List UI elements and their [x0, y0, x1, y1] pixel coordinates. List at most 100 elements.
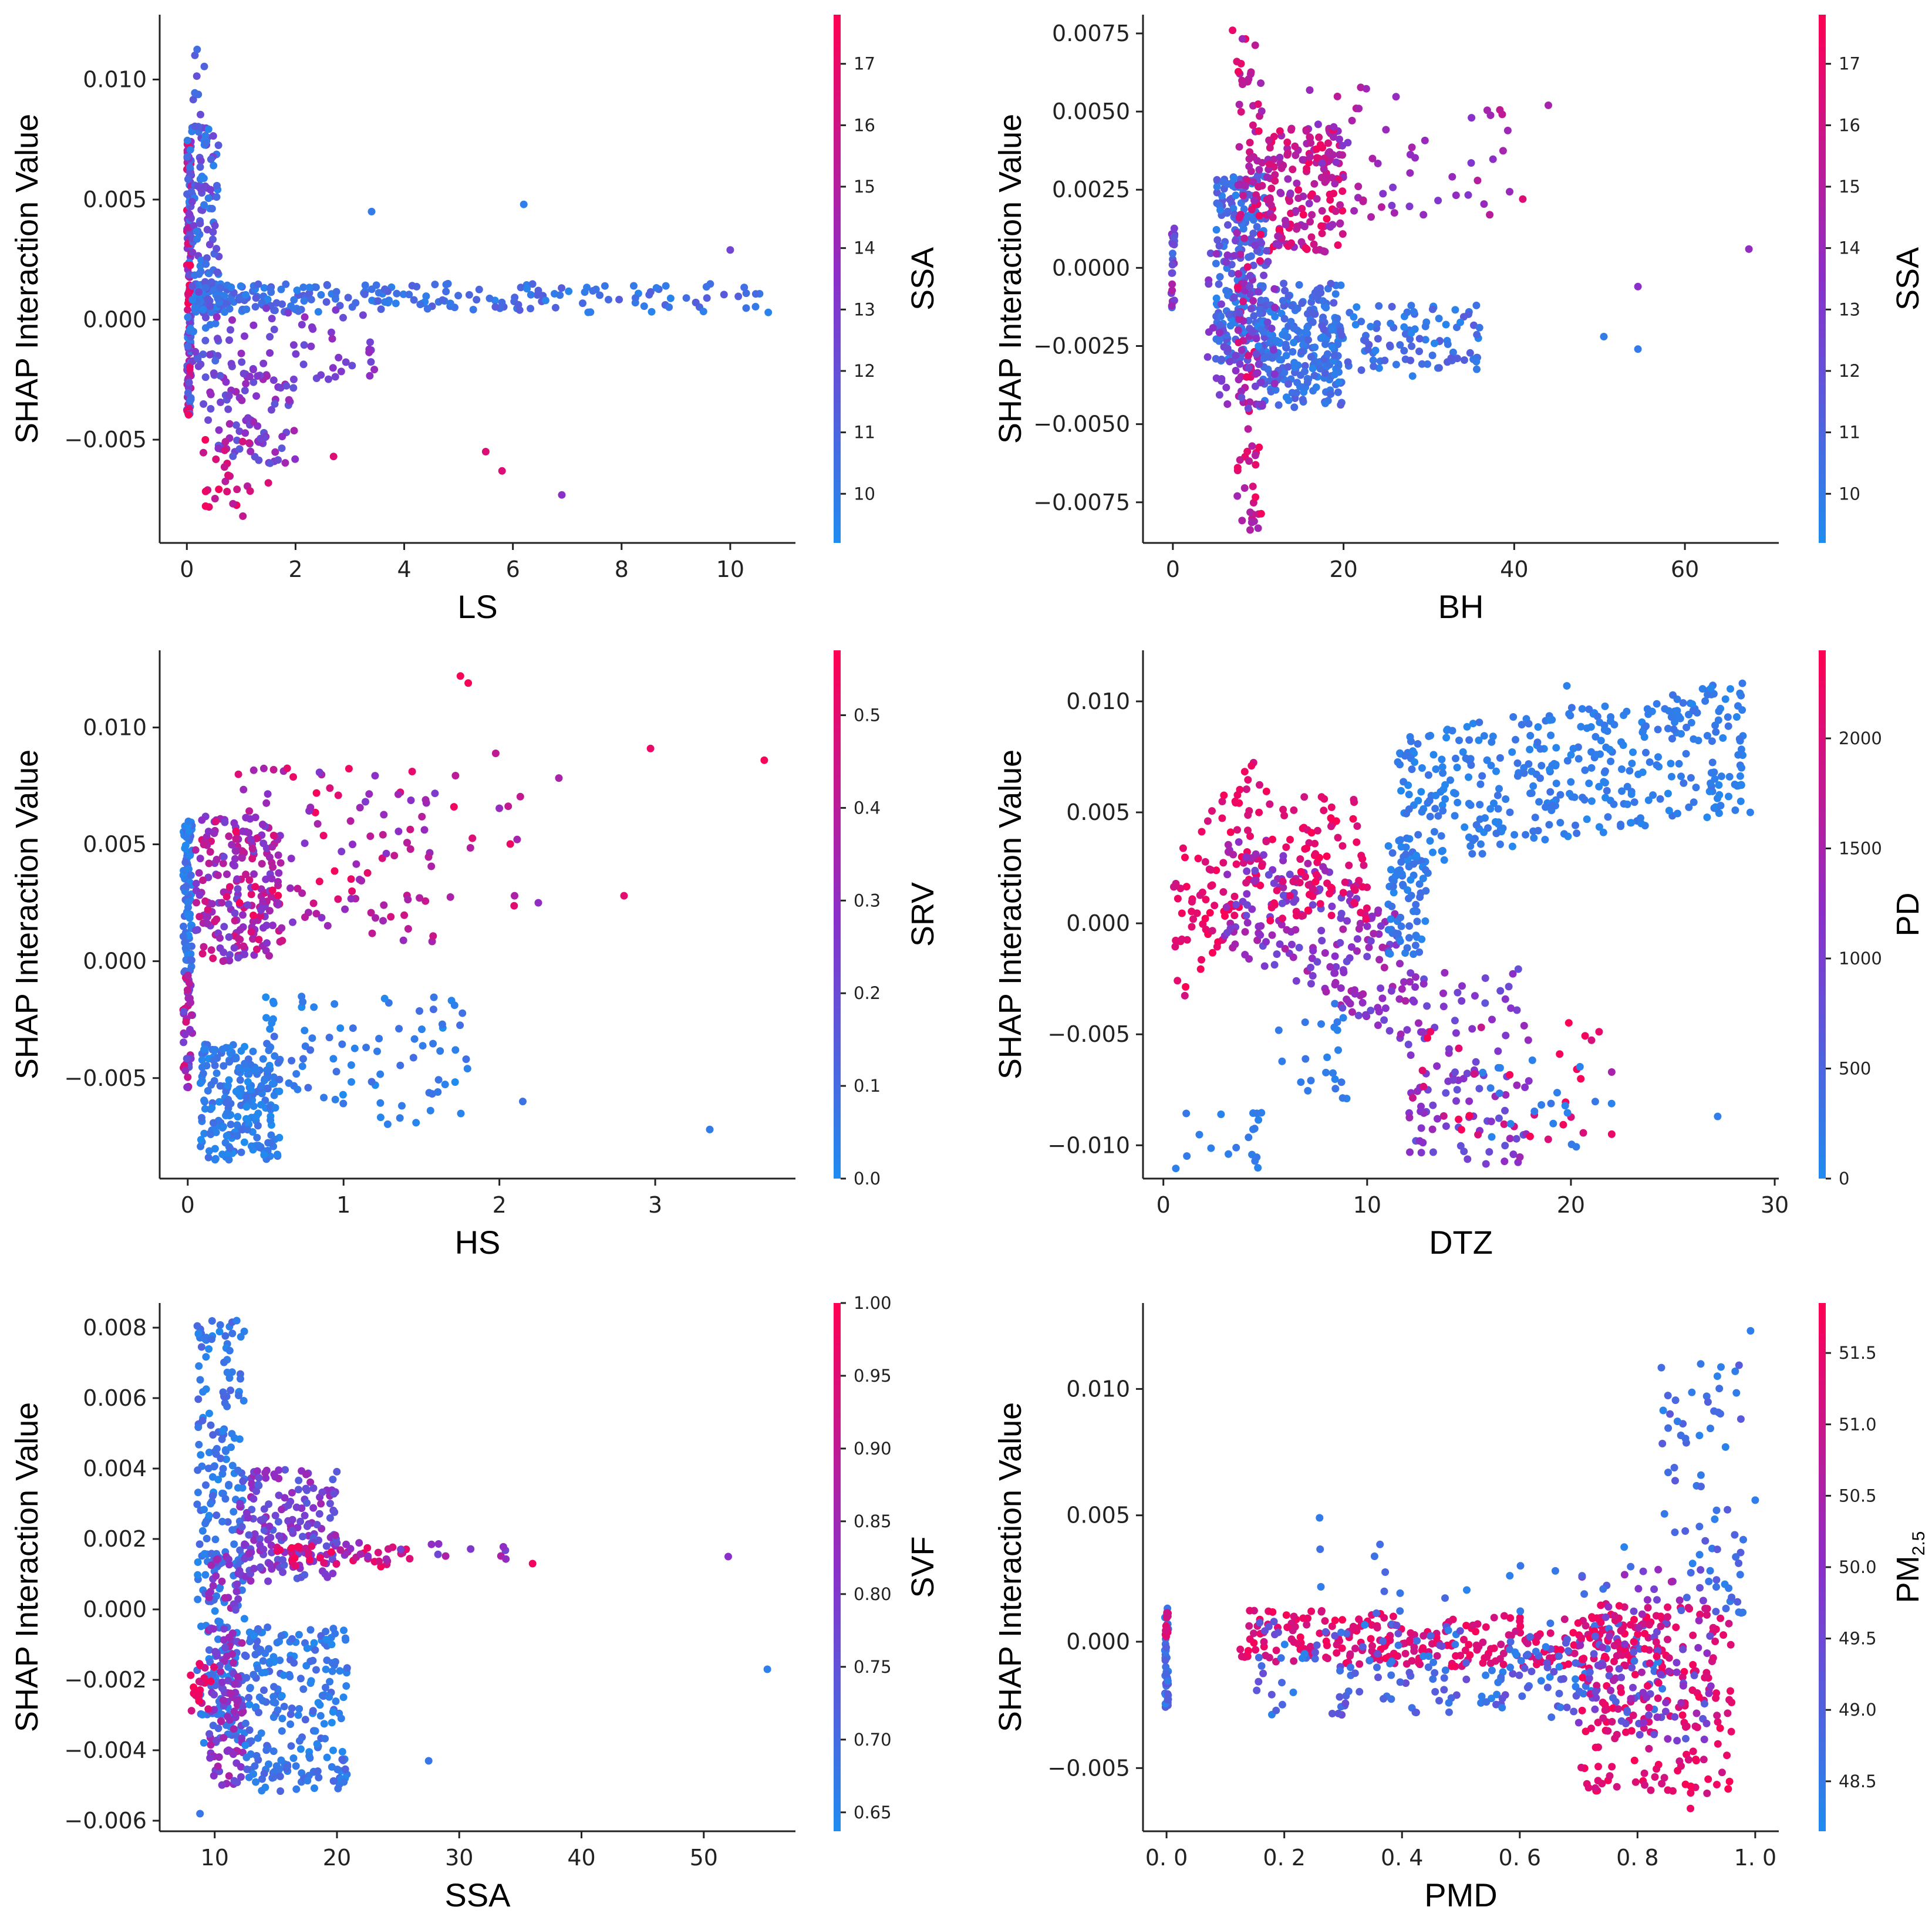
data-point	[1545, 101, 1552, 109]
data-point	[1329, 221, 1337, 229]
data-point	[1244, 776, 1252, 784]
data-point	[325, 1693, 333, 1701]
data-point	[1401, 752, 1409, 760]
data-point	[196, 1376, 204, 1384]
data-point	[221, 477, 230, 485]
data-point	[491, 303, 500, 311]
data-point	[211, 818, 220, 826]
data-point	[1271, 177, 1279, 185]
data-point	[237, 1375, 244, 1383]
data-point	[1642, 722, 1650, 730]
data-point	[267, 288, 275, 296]
data-point	[1318, 937, 1326, 945]
data-point	[1477, 1023, 1485, 1031]
data-point	[306, 1046, 315, 1054]
data-point	[1552, 744, 1560, 752]
data-point	[230, 1540, 238, 1548]
data-point	[1266, 195, 1274, 203]
data-point	[1362, 915, 1370, 923]
data-point	[326, 784, 334, 792]
data-point	[1553, 1089, 1561, 1097]
data-point	[208, 1492, 217, 1500]
data-point	[1397, 913, 1405, 922]
data-point	[312, 910, 321, 918]
data-point	[184, 313, 192, 321]
data-point	[1494, 805, 1502, 813]
data-point	[334, 791, 342, 799]
data-point	[228, 1526, 237, 1534]
data-point	[1617, 738, 1625, 746]
data-point	[199, 350, 207, 359]
data-point	[1309, 318, 1317, 326]
data-point	[1255, 443, 1263, 451]
x-tick-label: 0	[1156, 1192, 1171, 1218]
data-point	[310, 1003, 318, 1011]
data-point	[267, 893, 275, 901]
data-point	[235, 1392, 242, 1399]
colorbar-tick-label: 15	[1839, 177, 1860, 197]
data-point	[1536, 745, 1545, 753]
data-point	[245, 1531, 253, 1539]
data-point	[282, 382, 291, 390]
data-point	[347, 895, 355, 903]
data-point	[1411, 758, 1419, 766]
data-point	[1286, 189, 1294, 197]
data-point	[336, 1667, 344, 1675]
data-point	[1232, 191, 1240, 200]
data-point	[1410, 308, 1418, 316]
data-point	[241, 1741, 249, 1749]
data-point	[225, 1481, 233, 1488]
data-point	[249, 766, 258, 774]
data-point	[268, 1019, 276, 1027]
points-pmd	[1161, 1326, 1759, 1812]
data-point	[1303, 1621, 1311, 1629]
data-point	[184, 1073, 192, 1081]
data-point	[185, 271, 193, 279]
data-point	[1715, 707, 1723, 715]
data-point	[1188, 923, 1196, 931]
data-point	[290, 296, 298, 304]
data-point	[191, 122, 199, 130]
data-point	[1439, 1002, 1448, 1011]
data-point	[281, 1494, 289, 1502]
data-point	[1465, 1097, 1474, 1105]
data-point	[405, 291, 413, 299]
data-point	[205, 1589, 213, 1598]
data-point	[248, 845, 257, 852]
colorbar-tick-label: 0.4	[854, 798, 881, 818]
data-point	[200, 1096, 208, 1105]
data-point	[1441, 968, 1449, 977]
data-point	[1317, 222, 1326, 230]
data-point	[313, 1767, 322, 1776]
data-point	[1583, 724, 1591, 733]
data-point	[1402, 850, 1410, 859]
data-point	[1299, 383, 1307, 391]
data-point	[1469, 355, 1478, 363]
data-point	[320, 1720, 328, 1728]
data-point	[1708, 758, 1717, 767]
data-point	[513, 835, 521, 843]
data-point	[1476, 801, 1484, 809]
data-point	[1307, 829, 1316, 837]
data-point	[1212, 259, 1220, 268]
data-point	[1610, 800, 1618, 808]
data-point	[1592, 733, 1600, 741]
data-point	[1455, 736, 1463, 744]
data-point	[186, 363, 194, 371]
data-point	[331, 1000, 339, 1008]
data-point	[1230, 912, 1239, 920]
data-point	[232, 1317, 241, 1325]
data-point	[196, 1079, 204, 1087]
data-point	[265, 1523, 274, 1530]
data-point	[1263, 247, 1271, 255]
data-point	[457, 1109, 465, 1118]
data-point	[251, 1066, 259, 1074]
data-point	[289, 375, 298, 383]
data-point	[301, 1571, 309, 1579]
data-point	[1304, 336, 1312, 344]
data-point	[333, 1467, 341, 1476]
colorbar-tick-label: 1000	[1839, 949, 1882, 968]
data-point	[195, 270, 203, 278]
data-point	[1338, 230, 1347, 238]
data-point	[1318, 207, 1326, 215]
